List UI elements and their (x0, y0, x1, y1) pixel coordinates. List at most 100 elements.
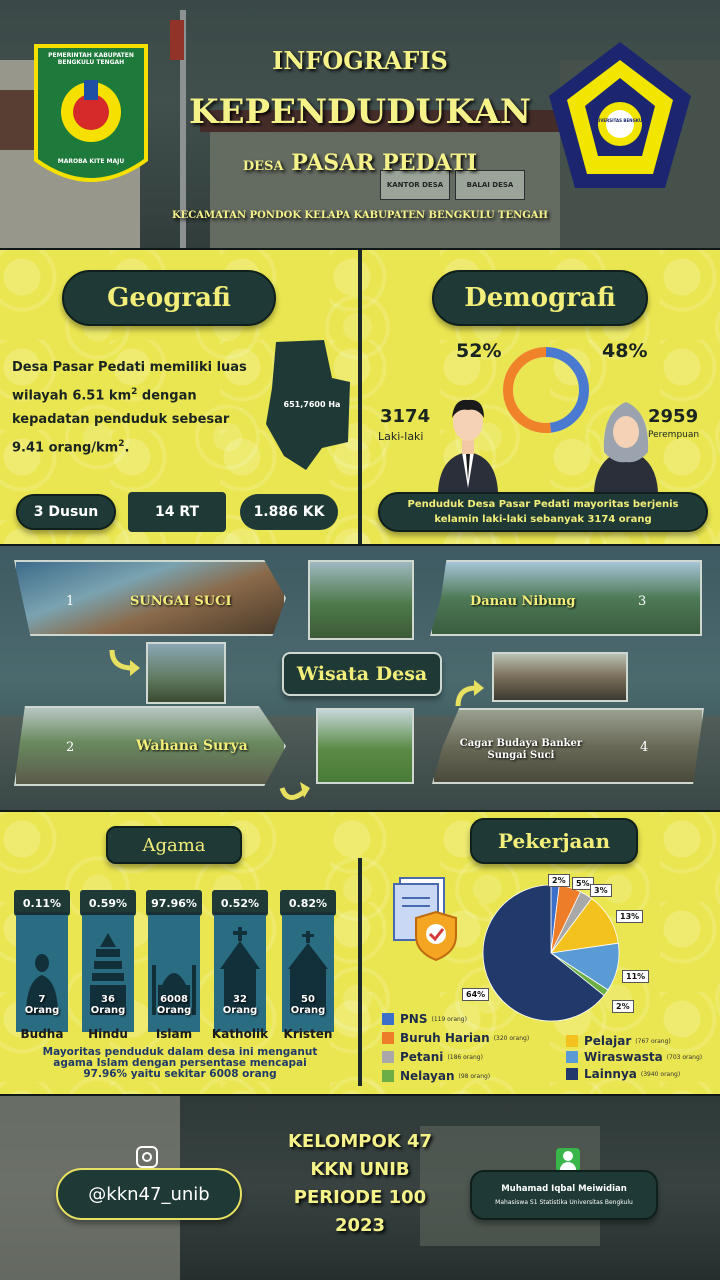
pie-label-pns: 2% (548, 874, 570, 887)
legend-nelayan: Nelayan (98 orang) (382, 1069, 490, 1083)
wisata-name-wahana-surya: Wahana Surya (136, 738, 248, 754)
wisata-photo-small-1 (146, 642, 226, 704)
desa-prefix: DESA (242, 159, 284, 174)
geo-desc-line1: Desa Pasar Pedati memiliki luas (12, 360, 247, 375)
stat-kk: 1.886 KK (240, 494, 338, 530)
geo-desc-line4: 9.41 orang/km2. (12, 439, 130, 456)
sign-kantor-desa: KANTOR DESA (380, 170, 450, 200)
buddha-icon (26, 954, 58, 1015)
group-line2: KKN UNIB (310, 1159, 410, 1180)
pie-label-lainnya: 64% (462, 988, 490, 1001)
wisata-num-3: 3 (638, 594, 647, 609)
author-name: Muhamad Iqbal Meiwidian (501, 1184, 627, 1194)
wisata-photo-wahana-surya (14, 706, 286, 786)
title-desa: DESA PASAR PEDATI (0, 150, 720, 176)
geografi-description: Desa Pasar Pedati memiliki luas wilayah … (12, 356, 272, 461)
female-figure-icon (594, 402, 658, 492)
agama-title: Agama (106, 826, 242, 864)
legend-petani: Petani (186 orang) (382, 1050, 483, 1064)
religion-card-kristen (282, 912, 334, 1032)
legend-lainnya: Lainnya (3940 orang) (566, 1067, 680, 1081)
user-icon (556, 1148, 580, 1172)
university-logo-text: UNIVERSITAS BENGKULU (592, 118, 648, 123)
logo-bottom-text: MAROBA KITE MAJU (57, 158, 125, 165)
arrow-icon-3 (279, 782, 310, 800)
wisata-photo-center-top (308, 560, 414, 640)
wisata-photo-center-bottom (316, 708, 414, 784)
geografi-demografi-section: Geografi Desa Pasar Pedati memiliki luas… (0, 250, 720, 546)
header-border (0, 248, 720, 251)
section-divider (358, 250, 362, 546)
wisata-section: 1 SUNGAI SUCI Danau Nibung 3 Wisata Desa… (0, 546, 720, 812)
religion-card-katholik (214, 912, 266, 1032)
pie-label-petani: 3% (590, 884, 612, 897)
group-info: KELOMPOK 47 KKN UNIB PERIODE 100 2023 (270, 1128, 450, 1240)
religion-pct-kristen: 0.82% (280, 890, 336, 916)
religion-name-budha: Budha (20, 1027, 64, 1041)
pie-label-wiraswasta: 11% (622, 970, 650, 983)
arrow-icon-2 (455, 680, 484, 707)
desa-name: PASAR PEDATI (291, 150, 478, 176)
wisata-num-1: 1 (66, 594, 75, 609)
stat-rt: 14 RT (128, 492, 226, 532)
agama-summary-line1: Mayoritas penduduk dalam desa ini mengan… (42, 1046, 318, 1058)
gender-donut-chart (503, 347, 589, 433)
male-figure-icon (438, 399, 498, 492)
religion-pct-budha: 0.11% (14, 890, 70, 916)
church-icon (220, 927, 260, 1011)
footer: @kkn47_unib KELOMPOK 47 KKN UNIB PERIODE… (0, 1096, 720, 1280)
religion-count-budha: 7 Orang (24, 994, 60, 1016)
legend-wiraswasta: Wiraswasta (703 orang) (566, 1050, 702, 1064)
header: KANTOR DESA BALAI DESA PEMERINTAH KABUPA… (0, 0, 720, 250)
religion-card-islam (148, 912, 200, 1032)
group-line1: KELOMPOK 47 (287, 1131, 433, 1152)
legend-swatch (566, 1051, 578, 1063)
religion-pct-islam: 97.96% (146, 890, 202, 916)
title-kependudukan: KEPENDUDUKAN (189, 92, 531, 132)
wisata-name-cagar-budaya: Cagar Budaya Banker Sungai Suci (459, 738, 583, 761)
religion-pct-hindu: 0.59% (80, 890, 136, 916)
legend-swatch (382, 1013, 394, 1025)
male-percentage: 52% (456, 340, 502, 362)
lower-divider (358, 858, 362, 1086)
wisata-title: Wisata Desa (282, 652, 442, 696)
author-card: Muhamad Iqbal Meiwidian Mahasiswa S1 Sta… (470, 1170, 658, 1220)
map-area-label: 651,7600 Ha (283, 400, 341, 409)
stat-dusun: 3 Dusun (16, 494, 116, 530)
chapel-icon (288, 931, 328, 1013)
female-label: Perempuan (648, 430, 700, 440)
document-shield-icon (393, 877, 457, 962)
roof-center (200, 110, 570, 132)
instagram-handle[interactable]: @kkn47_unib (56, 1168, 242, 1220)
agama-summary: Mayoritas penduduk dalam desa ini mengan… (30, 1047, 330, 1080)
religion-card-hindu (82, 912, 134, 1032)
wisata-num-2: 2 (66, 740, 75, 755)
group-line4: 2023 (334, 1215, 386, 1236)
religion-count-katholik: 32 Orang (222, 994, 258, 1016)
agama-summary-line3: 97.96% yaitu sekitar 6008 orang (83, 1068, 277, 1080)
female-count: 2959 (648, 406, 699, 427)
legend-pns: PNS (119 orang) (382, 1012, 467, 1026)
geo-desc-line3: kepadatan penduduk sebesar (12, 412, 230, 428)
village-map: 651,7600 Ha (262, 338, 354, 474)
group-line3: PERIODE 100 (293, 1187, 427, 1208)
sign-balai-desa: BALAI DESA (455, 170, 525, 200)
kabupaten-logo: PEMERINTAH KABUPATEN BENGKULU TENGAH MAR… (32, 40, 150, 198)
arrow-icon-1 (109, 649, 140, 676)
legend-swatch (382, 1070, 394, 1082)
university-logo: UNIVERSITAS BENGKULU (545, 38, 695, 198)
temple-icon (90, 933, 126, 1015)
pie-label-nelayan: 2% (612, 1000, 634, 1013)
geo-border (0, 544, 720, 547)
female-percentage: 48% (602, 340, 648, 362)
wisata-photo-sungai-suci (14, 560, 286, 636)
male-label: Laki-laki (378, 430, 424, 443)
pekerjaan-title: Pekerjaan (470, 818, 638, 864)
demografi-summary: Penduduk Desa Pasar Pedati mayoritas ber… (378, 492, 708, 532)
geografi-title: Geografi (62, 270, 276, 326)
lower-border (0, 1094, 720, 1097)
wisata-name-danau-nibung: Danau Nibung (470, 594, 576, 609)
wisata-num-4: 4 (640, 740, 649, 755)
religion-card-budha (16, 912, 68, 1032)
wisata-photo-danau-nibung (430, 560, 702, 636)
